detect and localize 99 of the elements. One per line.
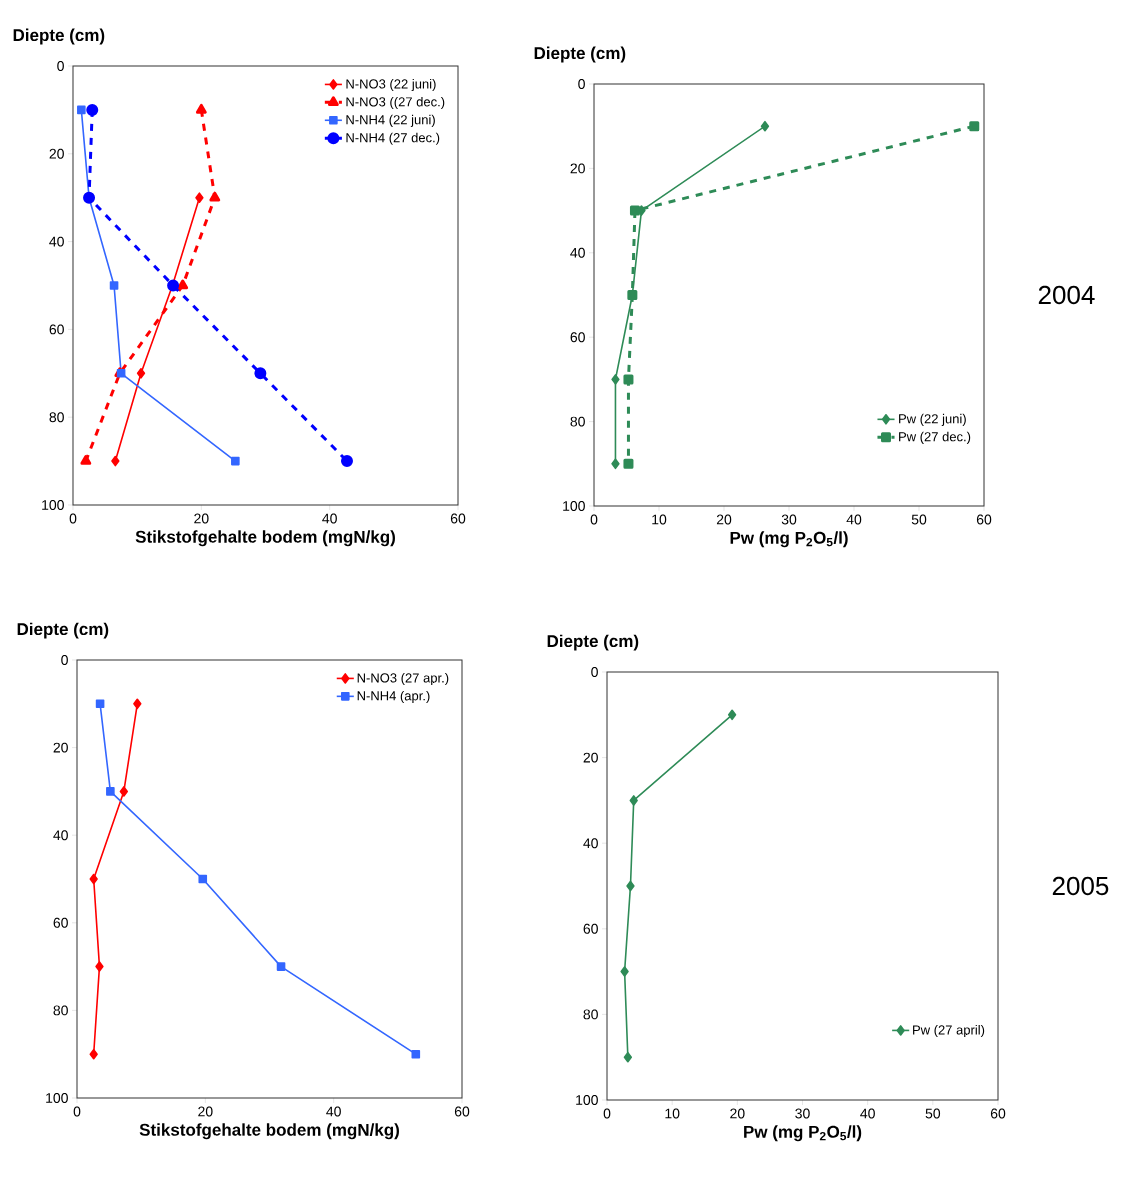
y-tick-label: 80 [53,1005,68,1016]
point [89,1048,98,1060]
text: 2004 [1038,285,1095,305]
y-tick-label: 40 [49,236,64,247]
point [623,458,634,469]
legend-label: N-NO3 (22 juni) [346,78,436,92]
y-tick-label: 80 [49,412,64,423]
point [95,699,105,709]
point [77,105,86,115]
y-tick-label: 80 [570,416,585,427]
y-tick-label: 80 [583,1009,598,1020]
y-axis-title: Diepte (cm) [547,634,639,651]
point [209,191,221,202]
x-tick-label: 60 [990,1108,1006,1119]
x-tick-label: 0 [73,1106,81,1117]
point [629,205,640,216]
x-tick-label: 60 [454,1106,470,1117]
y-tick-label: 40 [583,838,598,849]
point [109,281,119,290]
x-tick-label: 50 [925,1108,941,1119]
y-axis-title: Diepte (cm) [534,46,626,63]
x-axis-title: Pw (mg P$_{2}$O$_{5}$/l) [730,531,848,548]
x-tick-label: 60 [976,514,992,525]
point [195,103,207,114]
point [623,374,634,385]
legend-label: N-NH4 (27 dec.) [346,132,440,145]
point [86,103,99,116]
point [760,120,770,132]
y-tick-label: 0 [57,61,64,71]
y-tick-label: 20 [53,742,68,753]
x-tick-label: 20 [716,514,732,525]
y-tick-label: 60 [583,923,598,934]
legend-label: N-NH4 (22 juni) [346,114,435,127]
x-tick-label: 30 [781,514,797,525]
point [969,121,980,132]
x-tick-label: 40 [326,1106,341,1117]
y-tick-label: 100 [563,501,585,511]
point [254,367,267,380]
y-tick-label: 0 [591,667,598,677]
point [177,279,189,290]
point [136,368,146,379]
y-tick-label: 40 [570,247,585,258]
x-tick-label: 40 [322,513,337,524]
point [198,874,208,884]
point [276,962,286,971]
point [231,456,240,466]
y-tick-label: 20 [583,752,598,763]
point [80,455,92,465]
y-tick-label: 100 [46,1093,68,1103]
x-axis-title: Stikstofgehalte bodem (mgN/kg) [135,530,395,547]
x-tick-label: 0 [603,1108,611,1119]
x-tick-label: 30 [795,1108,810,1119]
legend-label: Pw (27 dec.) [899,431,971,444]
x-tick-label: 20 [194,513,209,524]
point [89,873,98,885]
point [119,786,129,797]
y-tick-label: 60 [53,917,68,928]
x-tick-label: 60 [450,513,466,524]
y-tick-label: 0 [61,655,68,665]
y-axis-title: Diepte (cm) [13,28,105,45]
y-tick-label: 40 [53,830,68,841]
legend-label: Pw (22 juni) [899,413,966,426]
x-axis-title: Stikstofgehalte bodem (mgN/kg) [139,1123,399,1140]
x-axis-title: Pw (mg P$_{2}$O$_{5}$/l) [744,1125,862,1142]
y-tick-label: 60 [49,324,64,335]
point [611,458,620,470]
point [623,1051,633,1063]
legend-label: N-NH4 (apr.) [357,690,430,703]
point [106,787,115,796]
point [340,455,353,468]
x-tick-label: 10 [652,514,667,525]
legend-label: N-NO3 (27 apr.) [357,672,449,686]
x-tick-label: 20 [730,1108,745,1119]
y-tick-label: 20 [570,163,585,174]
point [195,192,204,203]
x-tick-label: 50 [911,514,927,525]
y-tick-label: 100 [576,1095,598,1105]
point [111,455,120,467]
y-tick-label: 20 [49,148,64,159]
y-tick-label: 100 [42,500,64,510]
x-tick-label: 10 [665,1108,680,1119]
y-axis-title: Diepte (cm) [17,622,109,639]
point [411,1049,421,1059]
y-tick-label: 0 [578,79,585,89]
point [629,795,638,806]
legend-label: N-NO3 ((27 dec.) [346,96,445,110]
point [611,374,620,385]
x-tick-label: 0 [69,513,77,524]
point [133,698,142,710]
point [620,966,629,977]
x-tick-label: 40 [860,1108,875,1119]
legend-label: Pw (27 april) [913,1024,985,1038]
x-tick-label: 40 [846,514,862,525]
x-tick-label: 20 [198,1106,213,1117]
point [626,880,635,892]
text: 2005 [1052,876,1109,896]
point [95,961,104,972]
point [727,709,737,721]
y-tick-label: 60 [570,332,585,343]
